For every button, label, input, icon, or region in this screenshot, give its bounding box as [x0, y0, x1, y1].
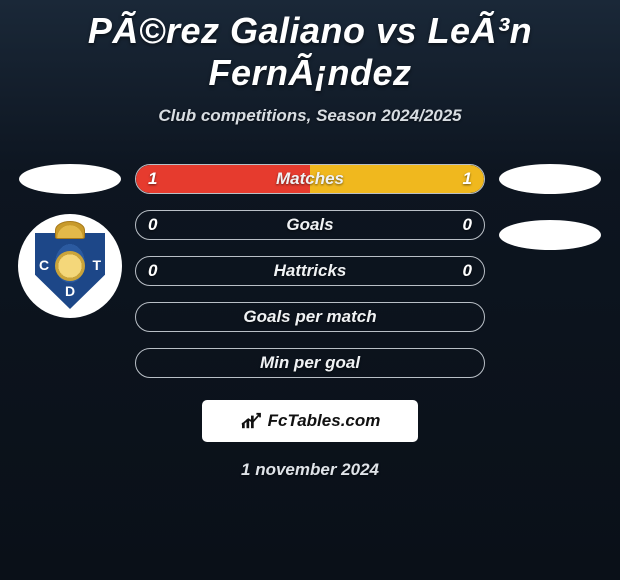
- date-text: 1 november 2024: [241, 460, 379, 480]
- stat-label: Hattricks: [274, 261, 347, 281]
- club-shield-icon: C T D: [35, 223, 105, 309]
- stat-label: Goals: [286, 215, 333, 235]
- stat-row: Goals per match: [135, 302, 485, 332]
- stat-label: Matches: [276, 169, 344, 189]
- stat-row: Hattricks 0 0: [135, 256, 485, 286]
- stat-label: Min per goal: [260, 353, 360, 373]
- stats-column: Matches 1 1 Goals 0 0 Hattricks 0 0 Goals per mat…: [135, 164, 485, 378]
- stat-row: Goals 0 0: [135, 210, 485, 240]
- stat-value-right: 1: [463, 169, 472, 189]
- main-row: C T D Matches 1 1 Goals 0 0 Hattricks 0 0 Goals p…: [0, 164, 620, 378]
- right-player-column: [495, 164, 605, 250]
- stat-row: Matches 1 1: [135, 164, 485, 194]
- source-text: FcTables.com: [268, 411, 381, 431]
- bar-chart-icon: [240, 412, 262, 430]
- stat-label: Goals per match: [243, 307, 376, 327]
- left-player-column: C T D: [15, 164, 125, 318]
- right-flag-placeholder: [499, 164, 601, 194]
- source-badge: FcTables.com: [202, 400, 418, 442]
- stat-value-left: 0: [148, 261, 157, 281]
- stat-value-right: 0: [463, 215, 472, 235]
- right-club-placeholder: [499, 220, 601, 250]
- stat-value-left: 1: [148, 169, 157, 189]
- infographic-container: PÃ©rez Galiano vs LeÃ³n FernÃ¡ndez Club …: [0, 0, 620, 490]
- page-title: PÃ©rez Galiano vs LeÃ³n FernÃ¡ndez: [0, 10, 620, 94]
- stat-value-left: 0: [148, 215, 157, 235]
- stat-row: Min per goal: [135, 348, 485, 378]
- left-flag-placeholder: [19, 164, 121, 194]
- page-subtitle: Club competitions, Season 2024/2025: [158, 106, 461, 126]
- left-club-badge: C T D: [18, 214, 122, 318]
- stat-value-right: 0: [463, 261, 472, 281]
